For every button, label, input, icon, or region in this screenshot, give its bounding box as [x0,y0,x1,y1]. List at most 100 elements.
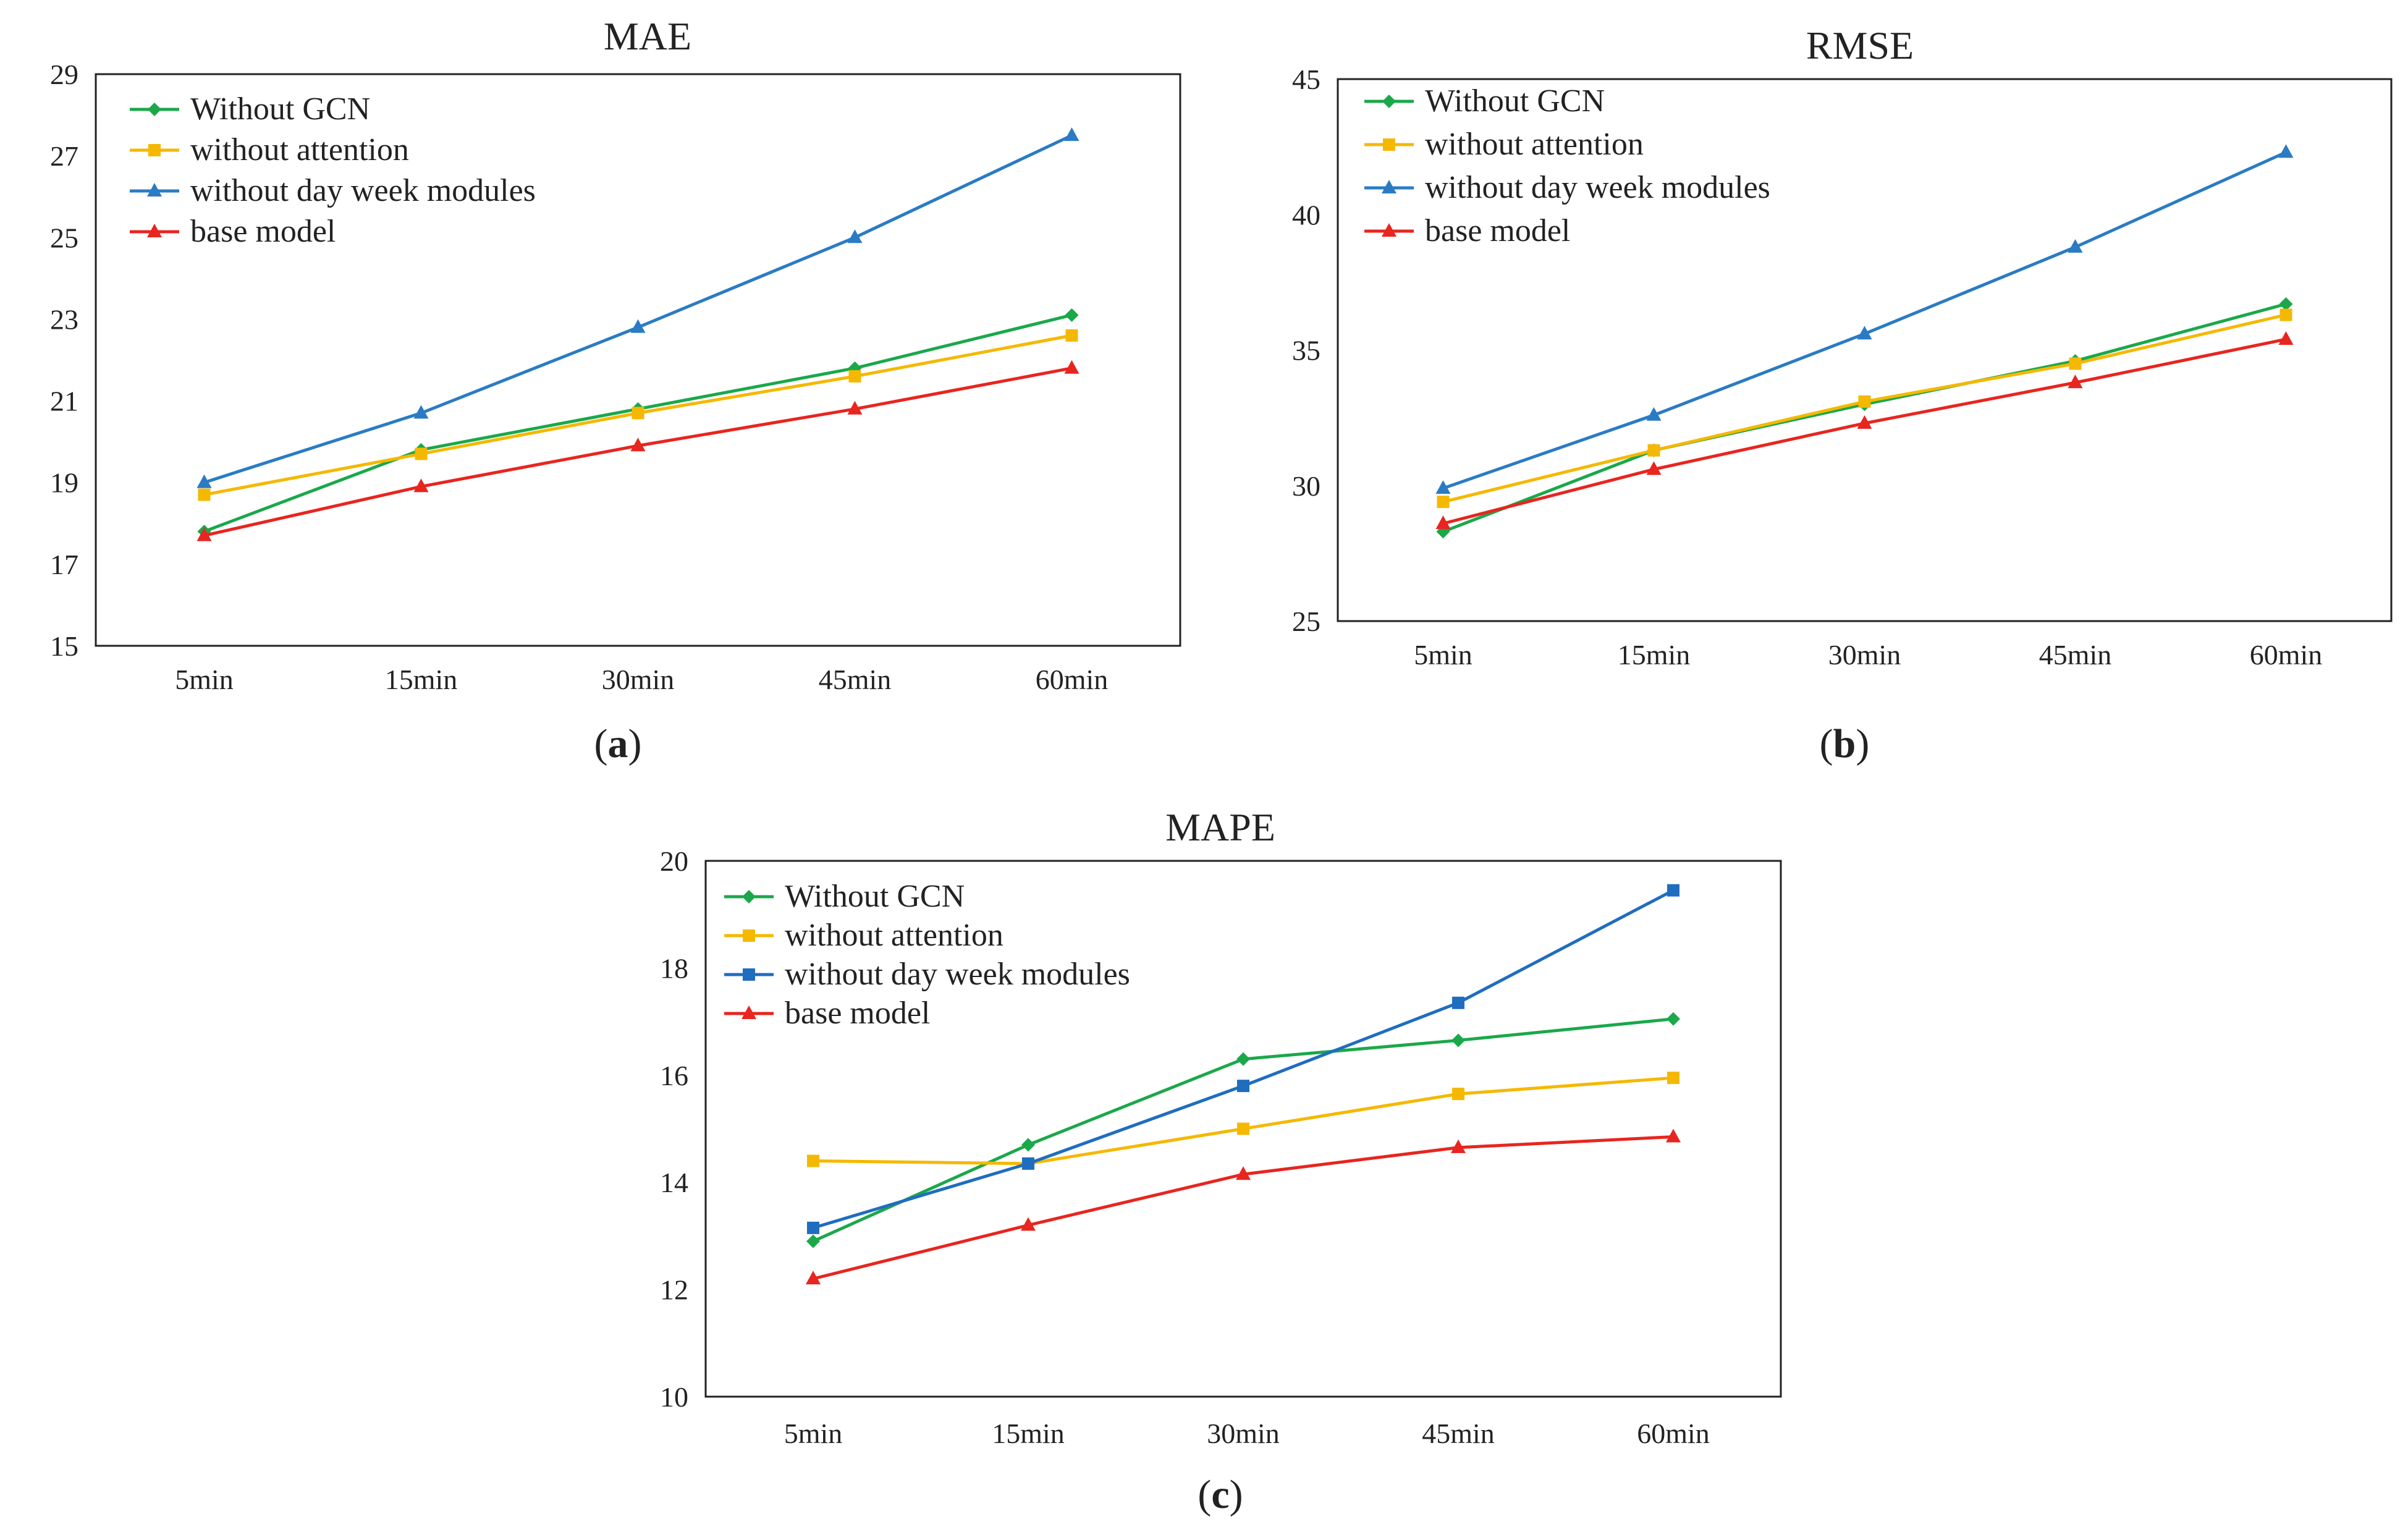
legend-marker [741,1005,756,1019]
series-without-day-week-modules [807,884,1679,1234]
legend-marker [148,144,161,156]
data-point [415,447,428,460]
data-point [1435,480,1451,494]
y-tick-label: 10 [660,1381,688,1413]
y-tick-label: 35 [1292,335,1320,366]
data-point [630,319,646,333]
data-point [1858,395,1871,408]
series-line [203,313,1073,533]
data-point [2068,375,2083,389]
data-point [806,1234,820,1248]
x-tick-label: 45min [1422,1418,1495,1449]
legend-label: without attention [785,918,1003,953]
data-point [2278,331,2294,345]
data-point [1451,1033,1465,1047]
data-point [1452,1088,1464,1101]
series-without-day-week-modules [196,127,1079,488]
data-point [2278,144,2294,158]
y-tick-label: 21 [50,386,78,417]
series-line [1442,337,2287,525]
data-point [1065,308,1079,322]
legend-marker [148,103,161,116]
data-point [198,488,211,501]
chart-title: MAPE [1165,805,1275,849]
data-point [1064,360,1079,374]
data-point [1237,1122,1249,1135]
legend-label: base model [785,996,930,1031]
x-tick-label: 45min [819,664,892,695]
x-tick-label: 30min [602,664,675,695]
y-tick-label: 25 [50,222,78,253]
data-point [1666,1128,1681,1143]
data-point [847,229,863,243]
data-point [1022,1157,1034,1170]
y-tick-label: 20 [660,845,688,877]
data-point [413,478,429,493]
series-without-attention [1437,308,2292,509]
series-line [203,366,1072,538]
data-point [1857,415,1872,429]
x-tick-label: 60min [2250,639,2323,671]
legend: Without GCN without attention without day … [1364,83,1770,248]
y-tick-label: 12 [660,1274,688,1306]
data-point [1236,1052,1250,1066]
legend-marker [1382,223,1396,237]
data-point [1065,329,1078,342]
series-base-model [806,1128,1681,1285]
legend-marker [743,929,755,942]
data-point [1451,1139,1466,1153]
x-tick-label: 30min [1207,1418,1280,1449]
y-tick-label: 29 [50,59,78,90]
legend: Without GCN without attention without day … [130,91,536,249]
y-tick-label: 16 [660,1060,688,1091]
y-tick-label: 17 [50,549,78,580]
x-tick-label: 15min [1618,639,1691,671]
x-tick-label: 30min [1828,639,1901,671]
y-tick-label: 27 [50,140,78,172]
panel-caption: (c) [1198,1472,1243,1517]
chart-title: RMSE [1806,23,1914,67]
legend-label: Without GCN [190,91,370,127]
data-point [848,370,861,383]
data-point [1667,1012,1680,1026]
data-point [1667,1072,1679,1085]
data-point [1647,444,1660,457]
y-tick-label: 30 [1292,470,1320,502]
data-point [1021,1217,1036,1231]
data-point [1646,461,1662,475]
legend-label: Without GCN [785,879,965,914]
x-tick-label: 60min [1637,1418,1710,1449]
data-point [1021,1138,1035,1152]
data-point [1435,515,1451,530]
series-base-model [1435,331,2294,530]
data-point [413,405,429,419]
data-point [807,1154,819,1167]
data-point [1667,884,1679,897]
x-tick-label: 5min [1414,639,1472,671]
legend-marker [743,968,755,981]
plot-area [95,73,1181,647]
series-without-attention [198,329,1078,501]
plot-area [704,860,1782,1398]
chart-mae: MAE 15 17 19 21 23 25 27 29 5min 15min 30min 45min 60… [50,14,1181,766]
plot-area [1337,78,2393,622]
x-tick-label: 45min [2039,639,2112,671]
data-point [196,474,212,488]
series-without-gcn [197,308,1079,538]
data-point [2279,308,2292,321]
data-point [632,407,644,420]
x-tick-label: 60min [1036,664,1109,695]
legend-marker [147,183,162,197]
x-tick-label: 5min [784,1418,843,1449]
legend-label: base model [1425,213,1570,248]
legend-label: base model [190,214,336,249]
series-line [813,1135,1674,1280]
data-point [1452,996,1464,1009]
data-point [847,400,863,415]
data-point [1236,1166,1251,1180]
legend-label: without attention [1425,127,1644,162]
data-point [2069,357,2082,370]
x-tick-label: 15min [385,664,458,695]
y-tick-label: 40 [1292,199,1320,231]
